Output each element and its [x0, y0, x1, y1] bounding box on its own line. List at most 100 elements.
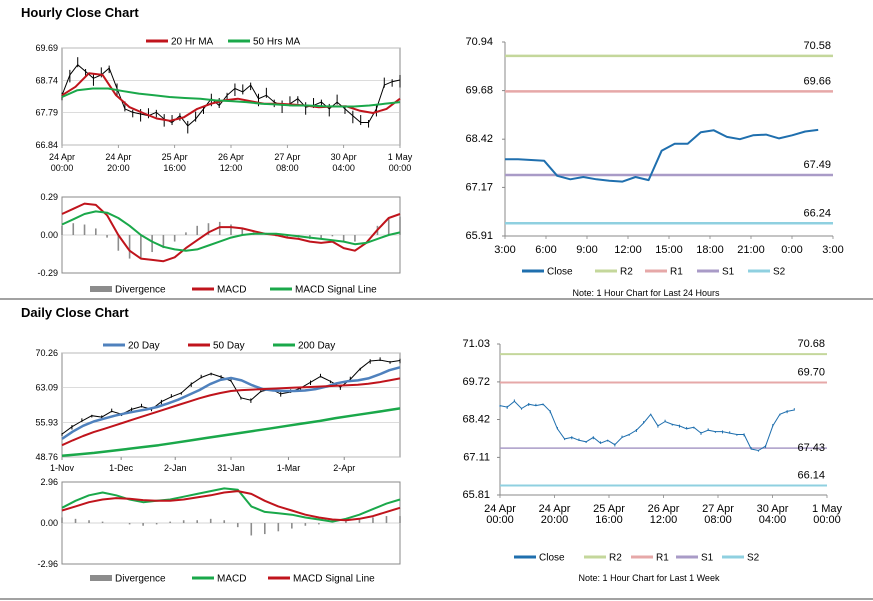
legend-50day-label: 50 Day [213, 341, 245, 352]
h24-ytick: 68.42 [465, 133, 493, 145]
week-ytick: 69.72 [462, 376, 490, 388]
h24-ytick: 67.17 [465, 181, 493, 193]
daily-macd-ytick: 2.96 [40, 477, 58, 487]
hourly-price-xtick: 16:00 [163, 163, 186, 173]
hourly-price-ytick: 66.84 [35, 140, 58, 150]
daily-price-xtick: 2-Jan [164, 463, 187, 473]
daily-macd-line [61, 487, 401, 523]
legend-h24-close-label: Close [547, 267, 573, 278]
h24-xtick: 18:00 [696, 244, 724, 256]
legend-50hrs-ma-label: 50 Hrs MA [253, 37, 301, 48]
week-xtick: 30 Apr [757, 503, 789, 515]
h24-xtick: 9:00 [576, 244, 597, 256]
h24-ytick: 65.91 [465, 230, 493, 242]
legend-h24-s2-label: S2 [773, 267, 786, 278]
legend-hourly-macd-label: MACD [217, 285, 246, 296]
hourly-price-xtick: 20:00 [107, 163, 130, 173]
h24-ytick: 70.94 [465, 36, 493, 48]
h24-xtick: 0:00 [781, 244, 802, 256]
daily-price-xtick: 1-Nov [50, 463, 75, 473]
h24-xtick: 15:00 [655, 244, 683, 256]
legend-week-s2-label: S2 [747, 553, 760, 564]
week-xtick: 08:00 [704, 514, 732, 526]
legend-20hr-ma-label: 20 Hr MA [171, 37, 214, 48]
legend-h24-r1-label: R1 [670, 267, 683, 278]
hourly-price-ytick: 67.79 [35, 108, 58, 118]
h24-xtick: 6:00 [535, 244, 556, 256]
h24-level-label-s2: 66.24 [803, 207, 831, 219]
week-xtick: 25 Apr [593, 503, 625, 515]
hourly-close-line [61, 63, 401, 127]
hourly-macd-ytick: 0.00 [40, 230, 58, 240]
legend-20day-label: 20 Day [128, 341, 160, 352]
legend-daily-divergence-label: Divergence [115, 574, 166, 585]
hourly-price-ytick: 69.69 [35, 43, 58, 53]
hourly-macd-line [61, 202, 401, 263]
daily-price-xtick: 1-Dec [109, 463, 134, 473]
hourly-price-xtick: 27 Apr [274, 152, 300, 162]
daily-close-line [61, 359, 401, 435]
daily-200day-line [61, 407, 401, 458]
hourly-price-xtick: 08:00 [276, 163, 299, 173]
legend-week-close-label: Close [539, 553, 565, 564]
legend-week-r2-label: R2 [609, 553, 622, 564]
legend-daily-signal-label: MACD Signal Line [293, 574, 375, 585]
week-xtick: 04:00 [759, 514, 787, 526]
hourly-price-xtick: 24 Apr [49, 152, 75, 162]
hourly-price-ytick: 68.74 [35, 75, 58, 85]
h24-level-label-r1: 69.66 [803, 75, 831, 87]
hourly-price-xtick: 24 Apr [105, 152, 131, 162]
daily-price-ytick: 48.76 [35, 452, 58, 462]
daily-price-xtick: 1-Mar [277, 463, 301, 473]
daily-50day-line [61, 377, 401, 447]
week-xtick: 12:00 [650, 514, 678, 526]
hourly-ma50-line [61, 87, 401, 108]
week-close-line [499, 400, 795, 452]
h24-note: Note: 1 Hour Chart for Last 24 Hours [572, 288, 720, 298]
week-xtick: 27 Apr [702, 503, 734, 515]
h24-xtick: 3:00 [822, 244, 843, 256]
week-xtick: 16:00 [595, 514, 623, 526]
legend-hourly-divergence-label: Divergence [115, 285, 166, 296]
legend-200day-label: 200 Day [298, 341, 335, 352]
daily-price-plot [61, 352, 401, 458]
daily-macd-ytick: -2.96 [37, 559, 58, 569]
hourly-macd-ytick: -0.29 [37, 268, 58, 278]
week-ytick: 68.42 [462, 414, 490, 426]
week-note: Note: 1 Hour Chart for Last 1 Week [579, 573, 720, 583]
hourly-price-xtick: 12:00 [220, 163, 243, 173]
hourly-title: Hourly Close Chart [21, 5, 139, 20]
daily-signal-line [61, 490, 401, 522]
daily-price-ytick: 55.93 [35, 417, 58, 427]
daily-price-xtick: 2-Apr [333, 463, 355, 473]
daily-price-ytick: 70.26 [35, 348, 58, 358]
hourly-price-plot [61, 47, 401, 146]
legend-daily-macd-label: MACD [217, 574, 246, 585]
legend-week-r1-label: R1 [656, 553, 669, 564]
hourly-price-xtick: 00:00 [389, 163, 412, 173]
week-xtick: 26 Apr [648, 503, 680, 515]
week-level-label-r2: 70.68 [797, 338, 825, 350]
daily-price-xtick: 31-Jan [217, 463, 245, 473]
hourly-price-xtick: 1 May [388, 152, 413, 162]
week-level-label-s2: 66.14 [797, 469, 825, 481]
legend-week-s1-label: S1 [701, 553, 714, 564]
daily-title: Daily Close Chart [21, 305, 129, 320]
h24-xtick: 3:00 [494, 244, 515, 256]
week-ytick: 67.11 [463, 451, 490, 463]
week-level-label-s1: 67.43 [797, 442, 825, 454]
daily-20day-line [61, 366, 401, 440]
week-ytick: 71.03 [462, 338, 490, 350]
legend-hourly-signal-label: MACD Signal Line [295, 285, 377, 296]
week-ytick: 65.81 [462, 489, 490, 501]
legend-h24-s1-label: S1 [722, 267, 735, 278]
h24-close-line [505, 128, 819, 183]
hourly-price-xtick: 30 Apr [331, 152, 357, 162]
hourly-macd-ytick: 0.29 [40, 192, 58, 202]
week-xtick: 00:00 [813, 514, 841, 526]
week-xtick: 00:00 [486, 514, 514, 526]
h24-xtick: 12:00 [614, 244, 642, 256]
h24-level-label-s1: 67.49 [803, 159, 831, 171]
h24-ytick: 69.68 [465, 85, 493, 97]
